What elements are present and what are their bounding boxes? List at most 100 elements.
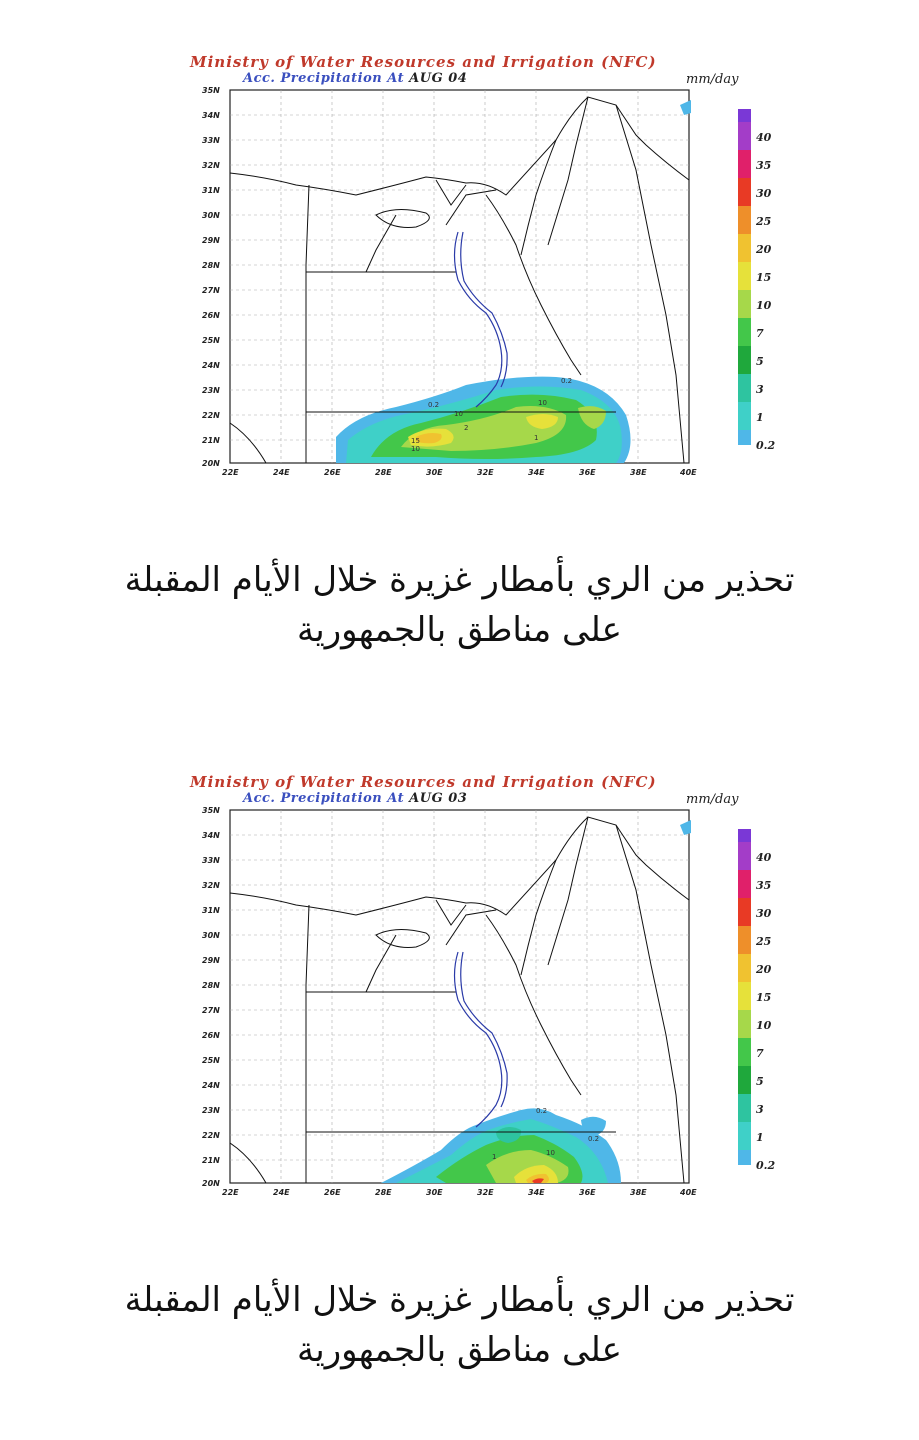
colorbar-label: 5	[756, 355, 764, 368]
contour-label: 2	[464, 424, 468, 432]
precip-field	[381, 820, 691, 1183]
lon-tick: 38E	[630, 1188, 647, 1197]
colorbar-label: 40	[756, 131, 772, 144]
lat-tick: 27N	[202, 286, 220, 295]
colorbar-label: 10	[756, 1019, 772, 1032]
lat-tick: 22N	[202, 1131, 220, 1140]
lon-tick: 22E	[222, 468, 239, 477]
longitude-ticks: 22E 24E 26E 28E 30E 32E 34E 36E 38E 40E	[222, 1188, 697, 1197]
colorbar: 0.2 1 3 5 7 10 15 20 25 30 35 40	[738, 829, 775, 1172]
lon-tick: 28E	[375, 468, 392, 477]
map-date: AUG 04	[409, 71, 468, 86]
lon-tick: 26E	[324, 1188, 341, 1197]
lat-tick: 23N	[202, 1106, 220, 1115]
lat-tick: 30N	[202, 211, 220, 220]
contour-label: 0.2	[588, 1135, 599, 1143]
lat-tick: 26N	[202, 311, 220, 320]
lat-tick: 23N	[202, 386, 220, 395]
lon-tick: 24E	[273, 1188, 290, 1197]
lon-tick: 36E	[579, 468, 596, 477]
colorbar-label: 1	[756, 1131, 764, 1144]
precipitation-map: 0.2 1 10 0.2 35N 34N 33N 32N 31N 30N 29N…	[202, 806, 775, 1197]
colorbar-label: 15	[756, 271, 771, 284]
lat-tick: 31N	[202, 906, 220, 915]
map-title: Ministry of Water Resources and Irrigati…	[190, 53, 657, 71]
colorbar-label: 40	[756, 851, 772, 864]
map-subtitle: Acc. Precipitation At AUG 03	[243, 791, 467, 806]
caption-line-1: تحذير من الري بأمطار غزيرة خلال الأيام ا…	[124, 560, 795, 600]
map-area: 0.2 10 2 15 10 10 0.2 1	[229, 89, 691, 464]
warning-caption: تحذير من الري بأمطار غزيرة خلال الأيام ا…	[0, 1275, 919, 1375]
colorbar-label: 30	[756, 187, 772, 200]
contour-label: 1	[492, 1153, 496, 1161]
borders	[229, 816, 690, 1184]
colorbar-label: 30	[756, 907, 772, 920]
colorbar-label: 0.2	[756, 1159, 775, 1172]
lon-tick: 30E	[426, 468, 443, 477]
lat-tick: 31N	[202, 186, 220, 195]
lat-tick: 34N	[202, 831, 220, 840]
lat-tick: 29N	[202, 236, 220, 245]
longitude-ticks: 22E 24E 26E 28E 30E 32E 34E 36E 38E 40E	[222, 468, 697, 477]
colorbar-label: 3	[756, 383, 764, 396]
colorbar-label: 25	[755, 935, 771, 948]
forecast-panel-aug-04: Ministry of Water Resources and Irrigati…	[0, 53, 919, 655]
colorbar-label: 3	[756, 1103, 764, 1116]
lat-tick: 26N	[202, 1031, 220, 1040]
map-subtitle: Acc. Precipitation At AUG 04	[243, 71, 467, 86]
colorbar-label: 20	[755, 243, 772, 256]
lon-tick: 24E	[273, 468, 290, 477]
lat-tick: 25N	[202, 1056, 220, 1065]
precip-field	[336, 100, 691, 463]
lat-tick: 32N	[202, 881, 220, 890]
lat-tick: 28N	[202, 261, 220, 270]
subtitle-label: Acc. Precipitation At	[243, 791, 405, 806]
lat-tick: 27N	[202, 1006, 220, 1015]
colorbar-label: 1	[756, 411, 764, 424]
lon-tick: 26E	[324, 468, 341, 477]
contour-label: 0.2	[428, 401, 439, 409]
lat-tick: 21N	[202, 436, 220, 445]
lat-tick: 28N	[202, 981, 220, 990]
contour-label: 0.2	[536, 1107, 547, 1115]
colorbar-label: 25	[755, 215, 771, 228]
subtitle-label: Acc. Precipitation At	[243, 71, 405, 86]
map-title: Ministry of Water Resources and Irrigati…	[190, 773, 657, 791]
lat-tick: 30N	[202, 931, 220, 940]
colorbar-label: 0.2	[756, 439, 775, 452]
lat-tick: 33N	[202, 136, 220, 145]
lat-tick: 35N	[202, 86, 220, 95]
colorbar-label: 10	[756, 299, 772, 312]
colorbar-label: 35	[756, 159, 771, 172]
caption-line-2: على مناطق بالجمهورية	[297, 610, 622, 650]
lat-tick: 20N	[202, 459, 220, 468]
colorbar-label: 5	[756, 1075, 764, 1088]
lon-tick: 36E	[579, 1188, 596, 1197]
units-label: mm/day	[686, 792, 739, 807]
forecast-panel-aug-03: Ministry of Water Resources and Irrigati…	[0, 720, 919, 1440]
contour-label: 10	[546, 1149, 555, 1157]
lon-tick: 34E	[528, 468, 545, 477]
lon-tick: 34E	[528, 1188, 545, 1197]
contour-labels: 0.2 10 2 15 10 10 0.2 1	[411, 377, 572, 453]
colorbar-label: 35	[756, 879, 771, 892]
borders	[229, 96, 690, 464]
lat-tick: 32N	[202, 161, 220, 170]
map-area: 0.2 1 10 0.2	[229, 809, 691, 1184]
units-label: mm/day	[686, 72, 739, 87]
contour-label: 1	[534, 434, 538, 442]
lon-tick: 32E	[477, 1188, 494, 1197]
map-date: AUG 03	[409, 791, 468, 806]
nile-river	[453, 231, 508, 408]
lon-tick: 28E	[375, 1188, 392, 1197]
lat-tick: 20N	[202, 1179, 220, 1188]
colorbar: 0.2 1 3 5 7 10 15 20 25 30 35 40	[738, 109, 775, 452]
lon-tick: 40E	[679, 468, 697, 477]
lat-tick: 25N	[202, 336, 220, 345]
lat-tick: 24N	[202, 361, 220, 370]
lon-tick: 30E	[426, 1188, 443, 1197]
warning-caption: تحذير من الري بأمطار غزيرة خلال الأيام ا…	[0, 555, 919, 655]
contour-label: 10	[411, 445, 420, 453]
lat-tick: 35N	[202, 806, 220, 815]
contour-label: 10	[454, 410, 463, 418]
